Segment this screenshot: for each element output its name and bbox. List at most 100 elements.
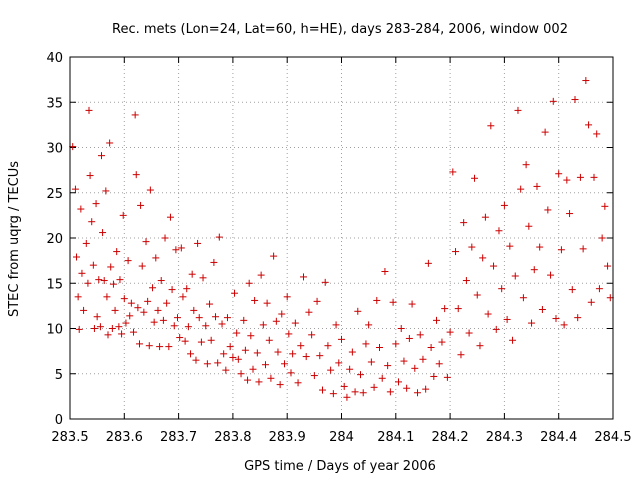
- data-point: [506, 242, 514, 250]
- data-point: [557, 246, 565, 254]
- data-point: [422, 385, 430, 393]
- data-point: [115, 323, 123, 331]
- data-point: [530, 266, 538, 274]
- data-point: [149, 284, 157, 292]
- data-point: [241, 346, 249, 354]
- data-point: [159, 316, 167, 324]
- data-point: [544, 206, 552, 214]
- data-point: [346, 365, 354, 373]
- data-point: [130, 328, 138, 336]
- data-point: [134, 304, 142, 312]
- data-point: [593, 130, 601, 138]
- data-point: [357, 371, 365, 379]
- data-point: [210, 258, 218, 266]
- data-point: [77, 205, 85, 213]
- data-point: [484, 310, 492, 318]
- data-point: [576, 173, 584, 181]
- data-point: [327, 366, 335, 374]
- data-point: [525, 222, 533, 230]
- data-point: [519, 294, 527, 302]
- data-point: [563, 176, 571, 184]
- data-point: [511, 272, 519, 280]
- data-point: [75, 325, 83, 333]
- data-point: [146, 186, 154, 194]
- data-point: [179, 293, 187, 301]
- data-point: [595, 285, 603, 293]
- data-point: [465, 329, 473, 337]
- data-point: [247, 332, 255, 340]
- data-point: [297, 342, 305, 350]
- data-point: [370, 383, 378, 391]
- x-tick-label: 283.5: [51, 430, 88, 445]
- data-point: [190, 306, 198, 314]
- data-point: [127, 299, 135, 307]
- data-point: [263, 299, 271, 307]
- x-tick-label: 284.2: [431, 430, 468, 445]
- data-point: [582, 77, 590, 85]
- data-point: [119, 211, 127, 219]
- plot-area-frame: [69, 56, 614, 420]
- data-point: [82, 239, 90, 247]
- data-point: [78, 269, 86, 277]
- data-point: [100, 277, 108, 285]
- data-point: [229, 353, 237, 361]
- data-point: [528, 319, 536, 327]
- data-point: [199, 274, 207, 282]
- data-point: [487, 122, 495, 130]
- data-point: [473, 291, 481, 299]
- data-point: [479, 254, 487, 262]
- data-point: [481, 213, 489, 221]
- data-point: [397, 325, 405, 332]
- data-point: [194, 239, 202, 247]
- data-point: [144, 297, 152, 305]
- data-point: [234, 355, 242, 363]
- y-axis-label: STEC from uqrg / TECUs: [7, 161, 22, 317]
- data-point: [73, 253, 81, 261]
- data-point: [495, 227, 503, 235]
- x-tick-label: 284.1: [377, 430, 414, 445]
- data-point: [329, 390, 337, 398]
- data-point: [86, 172, 94, 180]
- data-point: [321, 278, 329, 286]
- data-point: [549, 97, 557, 105]
- data-point: [226, 343, 234, 351]
- data-point: [88, 218, 96, 226]
- data-point: [90, 325, 98, 332]
- data-point: [285, 330, 293, 338]
- x-tick-label: 283.8: [214, 430, 251, 445]
- x-tick-label: 284.4: [540, 430, 577, 445]
- data-point: [343, 393, 351, 401]
- data-point: [138, 262, 146, 270]
- data-point: [500, 201, 508, 209]
- x-tick-label: 283.7: [160, 430, 197, 445]
- data-point: [405, 334, 413, 342]
- data-point: [408, 300, 416, 308]
- data-point: [124, 257, 132, 265]
- data-point: [188, 270, 196, 278]
- data-points: [69, 77, 614, 401]
- data-point: [541, 128, 549, 136]
- data-point: [568, 286, 576, 294]
- data-point: [154, 306, 162, 314]
- data-point: [99, 229, 107, 237]
- data-point: [289, 350, 297, 358]
- data-point: [261, 361, 269, 369]
- data-point: [122, 319, 130, 327]
- data-point: [132, 171, 140, 179]
- data-point: [471, 174, 479, 182]
- data-point: [74, 293, 82, 301]
- data-point: [389, 298, 397, 306]
- data-point: [220, 350, 228, 358]
- data-point: [240, 316, 248, 324]
- data-point: [111, 306, 119, 314]
- data-point: [107, 263, 115, 271]
- y-tick-label: 15: [46, 277, 63, 292]
- data-point: [183, 285, 191, 293]
- data-point: [517, 185, 525, 193]
- data-point: [85, 106, 93, 114]
- data-point: [255, 378, 263, 386]
- data-point: [126, 312, 134, 320]
- data-point: [340, 382, 348, 390]
- data-point: [116, 276, 124, 284]
